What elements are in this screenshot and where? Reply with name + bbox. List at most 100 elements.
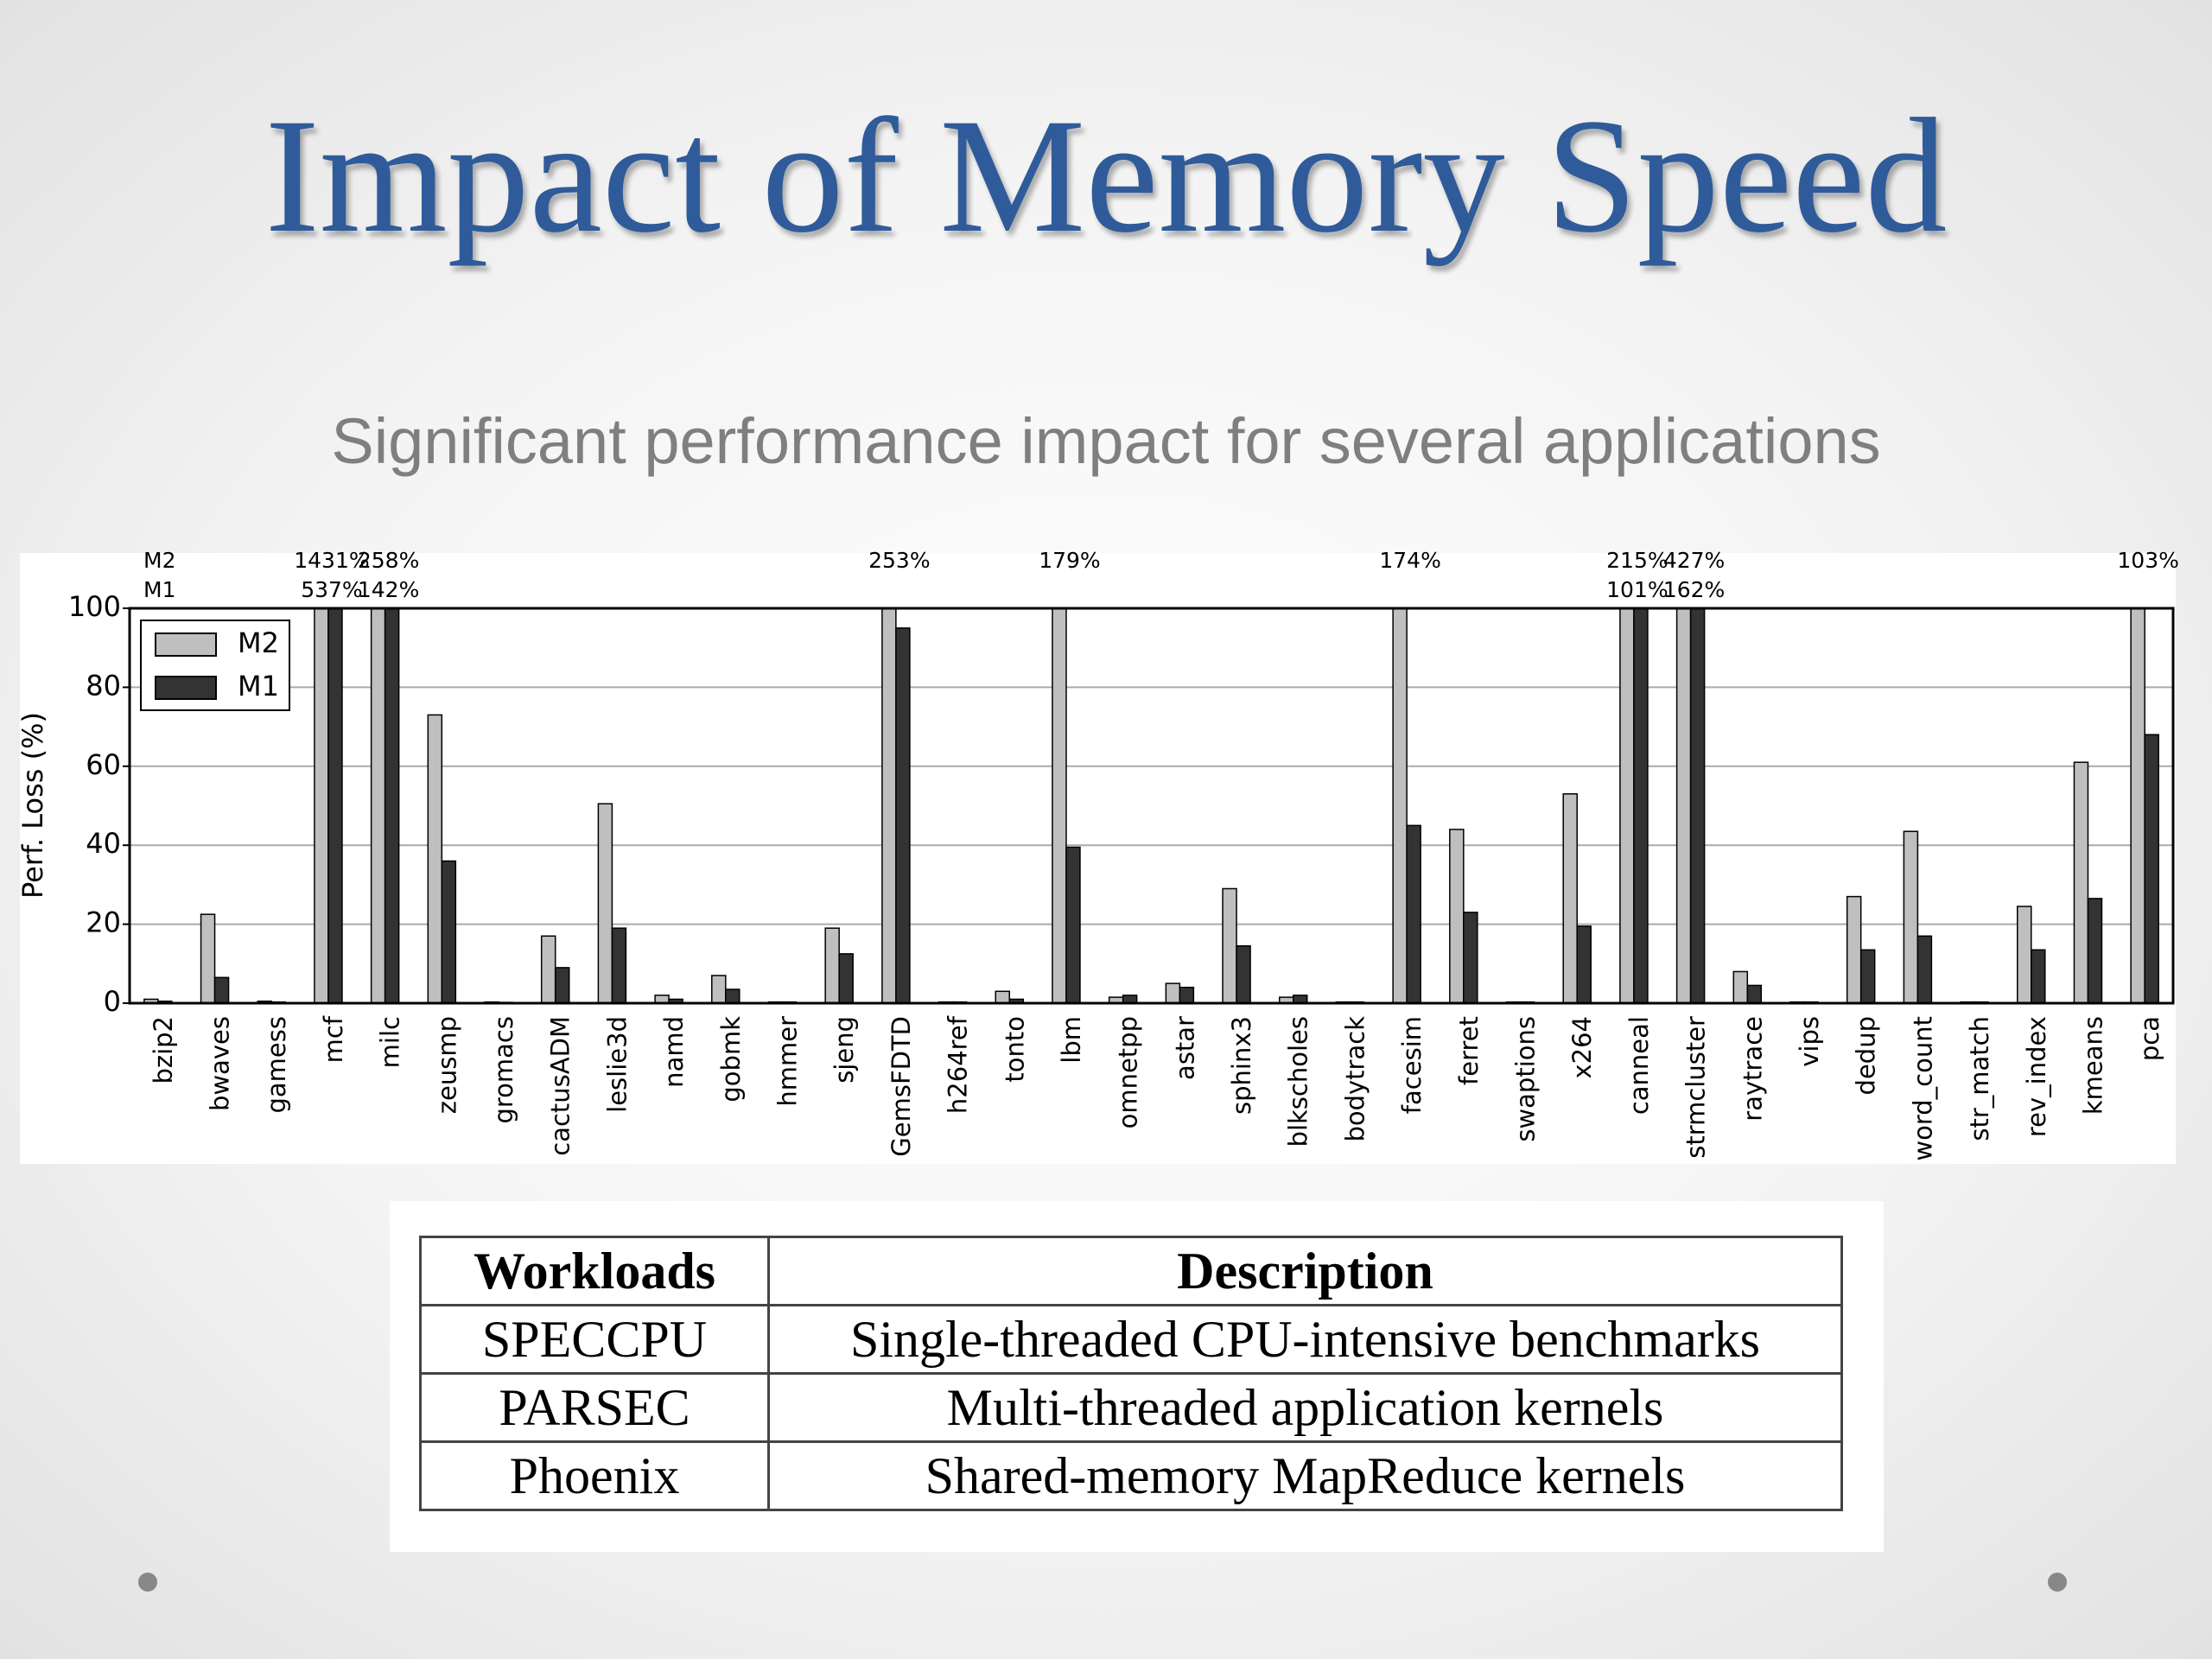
x-tick-label: mcf bbox=[319, 1015, 348, 1063]
x-tick-label: blkscholes bbox=[1284, 1016, 1313, 1147]
x-tick-label: bodytrack bbox=[1340, 1016, 1370, 1142]
y-tick-label: 100 bbox=[68, 590, 121, 623]
legend-swatch bbox=[155, 676, 217, 700]
x-tick-label: canneal bbox=[1624, 1016, 1654, 1115]
bar bbox=[1562, 793, 1578, 1003]
bar bbox=[2130, 608, 2145, 1003]
bar bbox=[1463, 912, 1478, 1003]
table-cell: SPECCPU bbox=[419, 1304, 770, 1375]
bar bbox=[1008, 998, 1025, 1003]
table-panel: Workloads Description SPECCPU Single-thread… bbox=[390, 1201, 1884, 1552]
bar bbox=[1859, 949, 1876, 1003]
bar bbox=[1392, 608, 1408, 1003]
bar bbox=[611, 927, 627, 1003]
bar bbox=[1236, 944, 1251, 1003]
table-cell: Multi-threaded application kernels bbox=[767, 1372, 1843, 1443]
y-axis-label: Perf. Loss (%) bbox=[16, 712, 49, 899]
x-tick-label: cactusADM bbox=[546, 1016, 575, 1156]
table-cell: Phoenix bbox=[419, 1440, 770, 1511]
bar bbox=[725, 988, 741, 1003]
x-tick-label: gamess bbox=[262, 1016, 291, 1114]
x-tick-label: ferret bbox=[1454, 1016, 1484, 1085]
table-header-cell: Workloads bbox=[419, 1236, 770, 1306]
bar bbox=[200, 913, 216, 1003]
table-row: Phoenix Shared-memory MapReduce kernels bbox=[419, 1440, 1843, 1511]
x-tick-label: GemsFDTD bbox=[887, 1016, 916, 1157]
bar bbox=[427, 714, 443, 1003]
bar bbox=[668, 998, 683, 1003]
bar bbox=[1065, 846, 1081, 1003]
workload-table: Workloads Description SPECCPU Single-thread… bbox=[419, 1236, 1843, 1511]
table-row: SPECCPU Single-threaded CPU-intensive ben… bbox=[419, 1304, 1843, 1375]
bar bbox=[1732, 970, 1749, 1003]
bar bbox=[1052, 608, 1067, 1003]
bar bbox=[824, 927, 840, 1003]
bar bbox=[1633, 608, 1649, 1003]
x-tick-label: sjeng bbox=[830, 1016, 859, 1084]
x-tick-label: milc bbox=[376, 1016, 405, 1068]
bar bbox=[2073, 761, 2089, 1003]
bar bbox=[711, 975, 727, 1003]
y-tick-label: 0 bbox=[104, 985, 121, 1018]
y-tick-label: 20 bbox=[86, 906, 121, 939]
bar bbox=[327, 608, 343, 1003]
x-tick-label: dedup bbox=[1852, 1016, 1881, 1095]
y-tick-label: 60 bbox=[86, 748, 121, 781]
overflow-label: 103% bbox=[2117, 548, 2178, 573]
overflow-label: 179% bbox=[1039, 548, 1100, 573]
overflow-label: 215% bbox=[1606, 548, 1668, 573]
plot-frame bbox=[128, 607, 2175, 1005]
bar bbox=[1846, 895, 1862, 1003]
x-tick-label: zeusmp bbox=[432, 1016, 461, 1114]
overflow-label: 427% bbox=[1663, 548, 1725, 573]
table-row: PARSEC Multi-threaded application kernels bbox=[419, 1372, 1843, 1443]
x-tick-label: raytrace bbox=[1738, 1016, 1767, 1122]
x-tick-label: leslie3d bbox=[602, 1016, 632, 1113]
overflow-label: 162% bbox=[1663, 577, 1725, 602]
bar bbox=[1675, 608, 1692, 1003]
bar bbox=[1406, 824, 1421, 1003]
x-tick-label: omnetpp bbox=[1114, 1016, 1143, 1128]
overflow-row-label: M1 bbox=[143, 577, 175, 602]
x-tick-label: str_match bbox=[1965, 1016, 1994, 1141]
table-cell: Shared-memory MapReduce kernels bbox=[767, 1440, 1843, 1511]
x-tick-label: x264 bbox=[1567, 1016, 1597, 1079]
slide-dot bbox=[138, 1573, 157, 1592]
x-tick-label: bzip2 bbox=[149, 1016, 178, 1084]
bar bbox=[1903, 830, 1919, 1003]
bar bbox=[597, 803, 613, 1003]
x-tick-label: facesim bbox=[1397, 1016, 1427, 1114]
x-tick-label: hmmer bbox=[772, 1016, 802, 1107]
bar bbox=[1746, 984, 1763, 1003]
x-tick-label: kmeans bbox=[2078, 1016, 2107, 1115]
bar bbox=[213, 976, 230, 1003]
bar bbox=[881, 608, 897, 1003]
bar bbox=[384, 608, 400, 1003]
bar bbox=[2017, 906, 2032, 1003]
bar bbox=[2031, 949, 2046, 1003]
bar bbox=[838, 953, 854, 1003]
bar bbox=[441, 860, 457, 1003]
bar bbox=[1222, 887, 1237, 1003]
y-tick-label: 80 bbox=[86, 669, 121, 702]
overflow-label: 258% bbox=[358, 548, 419, 573]
bar bbox=[2087, 898, 2103, 1003]
legend-label: M1 bbox=[238, 670, 279, 702]
table-cell: PARSEC bbox=[419, 1372, 770, 1443]
x-tick-label: bwaves bbox=[206, 1016, 235, 1111]
x-tick-label: strmcluster bbox=[1681, 1016, 1711, 1159]
x-tick-label: gromacs bbox=[489, 1016, 518, 1124]
bar bbox=[1576, 925, 1592, 1003]
overflow-label: 142% bbox=[358, 577, 419, 602]
bar bbox=[314, 608, 329, 1003]
overflow-label: 537% bbox=[301, 577, 362, 602]
x-tick-label: gobmk bbox=[716, 1016, 746, 1103]
bar bbox=[554, 967, 570, 1003]
bar bbox=[2144, 734, 2159, 1003]
bar bbox=[1179, 986, 1195, 1003]
bar bbox=[1916, 935, 1933, 1003]
x-tick-label: rev_index bbox=[2022, 1016, 2051, 1137]
y-tick-label: 40 bbox=[86, 827, 121, 860]
overflow-label: 174% bbox=[1379, 548, 1440, 573]
